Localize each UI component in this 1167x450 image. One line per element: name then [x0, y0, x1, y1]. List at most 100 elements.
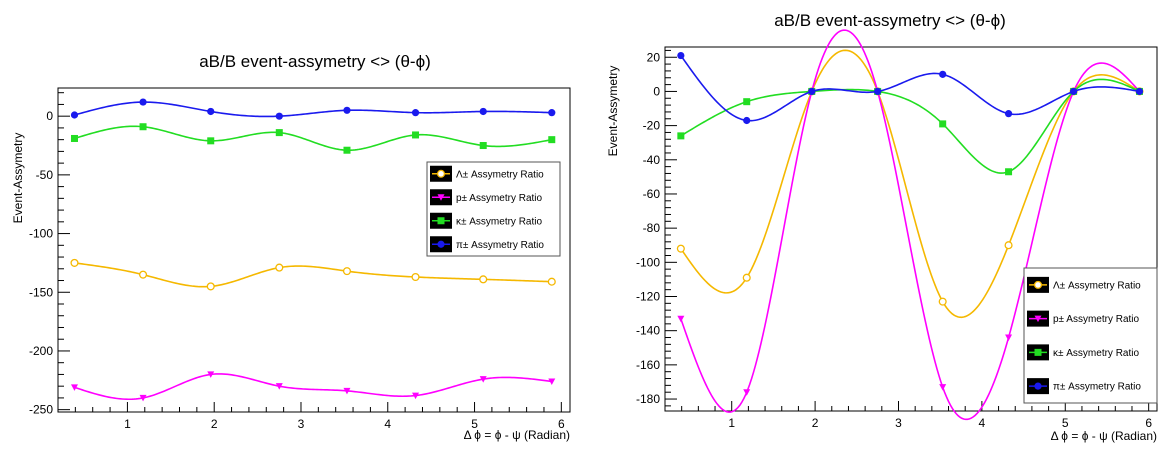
y-tick-label: 0: [653, 84, 660, 98]
y-tick-label: -80: [643, 221, 661, 235]
series-line: [74, 125, 552, 152]
legend-label: p± Assymetry Ratio: [1053, 314, 1140, 325]
data-point: [874, 87, 882, 96]
chart-title: aB/B event-assymetry <> (θ-ϕ): [199, 52, 431, 71]
data-point: [743, 389, 751, 396]
legend-marker: [436, 169, 446, 178]
legend: Λ± Assymetry Ratio p± Assymetry Ratio κ± A…: [426, 161, 561, 257]
data-point: [479, 142, 487, 150]
y-tick-label: -50: [36, 168, 54, 182]
data-point: [677, 132, 685, 140]
data-point: [343, 106, 351, 114]
y-tick-label: -250: [29, 403, 53, 417]
x-tick-label: 4: [979, 416, 986, 430]
x-axis-label: Δ ϕ = ϕ - ψ (Radian): [1051, 429, 1157, 443]
data-point: [138, 270, 148, 279]
x-tick-label: 6: [558, 417, 565, 431]
data-point: [411, 109, 420, 117]
y-tick-label: -20: [643, 119, 661, 133]
x-tick-label: 4: [384, 417, 391, 431]
series-3: [70, 98, 556, 120]
y-axis-label: Event-Assymetry: [606, 66, 620, 157]
series-1: [70, 371, 556, 402]
data-point: [275, 129, 283, 137]
data-point: [938, 297, 947, 306]
data-point: [677, 51, 685, 60]
x-tick-label: 5: [1062, 416, 1069, 430]
x-axis-label: Δ ϕ = ϕ - ψ (Radian): [464, 428, 570, 442]
data-point: [479, 376, 487, 383]
data-point: [479, 107, 487, 116]
x-tick-label: 1: [124, 417, 131, 431]
data-point: [808, 87, 816, 96]
data-point: [548, 109, 556, 117]
data-point: [70, 134, 78, 142]
y-tick-label: -200: [29, 344, 53, 358]
data-point: [207, 371, 215, 378]
right-chart: aB/B event-assymetry <> (θ-ϕ) 1 2 3 4 5 6 20 0 -2…: [606, 11, 1158, 443]
data-point: [1004, 241, 1013, 250]
x-tick-label: 2: [812, 416, 819, 430]
y-tick-label: 0: [46, 109, 53, 123]
data-point: [743, 116, 751, 125]
series-line: [680, 49, 1140, 319]
legend-marker: [437, 217, 445, 225]
x-tick-label: 2: [211, 417, 218, 431]
data-point: [139, 98, 147, 106]
legend-label: κ± Assymetry Ratio: [456, 216, 542, 227]
legend-label: π± Assymetry Ratio: [456, 240, 544, 251]
series-line: [74, 262, 552, 288]
data-point: [1005, 168, 1013, 176]
chart-title: aB/B event-assymetry <> (θ-ϕ): [774, 11, 1006, 30]
data-point: [1005, 334, 1013, 342]
legend-marker: [437, 240, 445, 248]
y-tick-label: 20: [647, 50, 661, 64]
data-point: [70, 258, 79, 267]
data-point: [939, 384, 947, 391]
data-point: [206, 282, 215, 291]
legend-marker: [1034, 348, 1042, 356]
y-tick-label: -100: [636, 255, 660, 269]
data-point: [1070, 87, 1078, 96]
legend: Λ± Assymetry Ratio p± Assymetry Ratio κ± A…: [1023, 267, 1158, 404]
y-tick-label: -180: [636, 392, 660, 406]
data-point: [547, 277, 556, 286]
legend-marker: [1034, 315, 1042, 323]
x-tick-label: 5: [471, 417, 478, 431]
legend-marker: [437, 194, 445, 201]
plot-frame: [664, 46, 1158, 412]
x-tick-label: 1: [728, 416, 735, 430]
y-tick-label: -160: [636, 358, 660, 372]
legend-label: Λ± Assymetry Ratio: [1053, 280, 1141, 291]
series-line: [74, 373, 552, 401]
data-point: [207, 137, 215, 145]
data-point: [412, 131, 420, 139]
data-point: [548, 136, 556, 144]
legend-label: π± Assymetry Ratio: [1053, 382, 1141, 393]
data-point: [411, 272, 420, 282]
data-point: [677, 315, 685, 323]
series-line: [680, 78, 1140, 174]
data-point: [343, 387, 351, 395]
series-line: [680, 29, 1141, 421]
data-point: [1004, 110, 1013, 118]
x-tick-label: 6: [1145, 416, 1152, 430]
legend-label: p± Assymetry Ratio: [456, 193, 543, 204]
y-tick-label: -60: [643, 187, 661, 201]
data-point: [676, 244, 685, 253]
x-tick-label: 3: [895, 416, 902, 430]
data-point: [939, 120, 947, 128]
data-point: [275, 112, 283, 120]
data-point: [207, 107, 215, 116]
series-3: [677, 51, 1144, 125]
data-point: [743, 98, 751, 106]
y-axis-label: Event-Assymetry: [11, 133, 25, 224]
data-point: [1135, 87, 1144, 96]
y-tick-label: -140: [636, 324, 660, 338]
data-point: [939, 70, 947, 78]
y-tick-label: -100: [29, 227, 53, 241]
data-point: [479, 275, 488, 284]
series-line: [74, 101, 552, 118]
data-point: [70, 384, 78, 391]
